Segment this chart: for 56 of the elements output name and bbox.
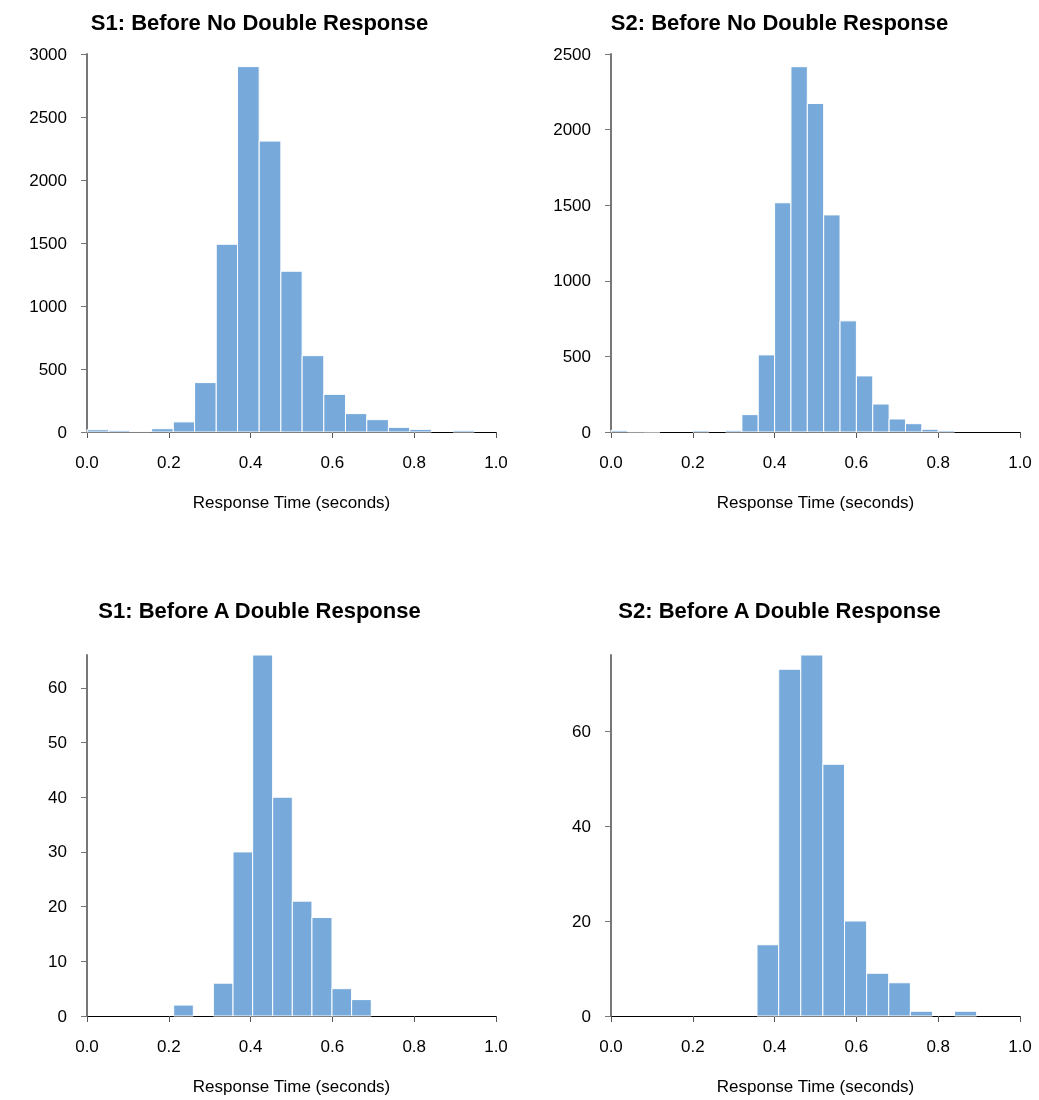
y-tick-label: 20 (572, 911, 591, 931)
y-tick-label: 500 (38, 359, 67, 379)
x-tick-label: 0.2 (680, 453, 705, 472)
x-tick-label: 1.0 (484, 453, 508, 472)
x-tick-label: 0.0 (75, 1037, 99, 1056)
chart-title: S1: Before A Double Response (98, 597, 421, 623)
x-tick-label: 1.0 (484, 1037, 508, 1056)
x-axis-title: Response Time (seconds) (192, 493, 391, 512)
y-tick-label: 20 (48, 897, 67, 917)
y-tick-label: 0 (57, 1006, 67, 1026)
y-tick-label: 40 (48, 787, 67, 807)
x-tick-label: 0.2 (156, 453, 181, 472)
y-tick-label: 50 (48, 733, 67, 753)
x-tick-label: 0.6 (844, 1037, 869, 1056)
x-tick-label: 0.8 (402, 453, 427, 472)
y-tick-label: 2500 (29, 107, 67, 127)
x-tick-label: 0.6 (320, 453, 345, 472)
y-tick-label: 3000 (29, 44, 67, 64)
x-axis-title: Response Time (seconds) (716, 493, 915, 512)
y-tick-label: 60 (572, 721, 591, 741)
y-tick-label: 30 (48, 842, 67, 862)
x-tick-label: 0.2 (680, 1037, 705, 1056)
x-axis-title: Response Time (seconds) (716, 1077, 915, 1096)
y-tick-label: 1000 (29, 296, 67, 316)
y-tick-label: 1500 (553, 195, 591, 215)
x-tick-label: 0.0 (599, 453, 623, 472)
x-tick-label: 1.0 (1008, 1037, 1032, 1056)
x-tick-label: 0.2 (156, 1037, 181, 1056)
x-tick-label: 0.4 (762, 453, 787, 472)
chart-title: S2: Before No Double Response (610, 9, 949, 35)
x-tick-label: 0.0 (599, 1037, 623, 1056)
y-tick-label: 0 (581, 422, 591, 442)
chart-title: S1: Before No Double Response (90, 9, 429, 35)
x-tick-label: 0.6 (320, 1037, 345, 1056)
x-tick-label: 1.0 (1008, 453, 1032, 472)
y-tick-label: 10 (48, 951, 67, 971)
x-tick-label: 0.8 (402, 1037, 427, 1056)
x-tick-label: 0.8 (926, 453, 951, 472)
x-tick-label: 0.0 (75, 453, 99, 472)
y-tick-label: 2500 (553, 44, 591, 64)
y-tick-label: 500 (562, 346, 591, 366)
x-tick-label: 0.6 (844, 453, 869, 472)
x-axis-title: Response Time (seconds) (192, 1077, 391, 1096)
y-tick-label: 2000 (29, 170, 67, 190)
y-tick-label: 0 (57, 422, 67, 442)
x-tick-label: 0.4 (762, 1037, 787, 1056)
x-tick-label: 0.4 (238, 453, 263, 472)
y-tick-label: 0 (581, 1006, 591, 1026)
y-tick-label: 2000 (553, 120, 591, 140)
y-tick-label: 60 (48, 678, 67, 698)
x-tick-label: 0.8 (926, 1037, 951, 1056)
y-tick-label: 40 (572, 816, 591, 836)
y-tick-label: 1500 (29, 233, 67, 253)
y-tick-label: 1000 (553, 271, 591, 291)
x-tick-label: 0.4 (238, 1037, 263, 1056)
chart-title: S2: Before A Double Response (618, 597, 941, 623)
